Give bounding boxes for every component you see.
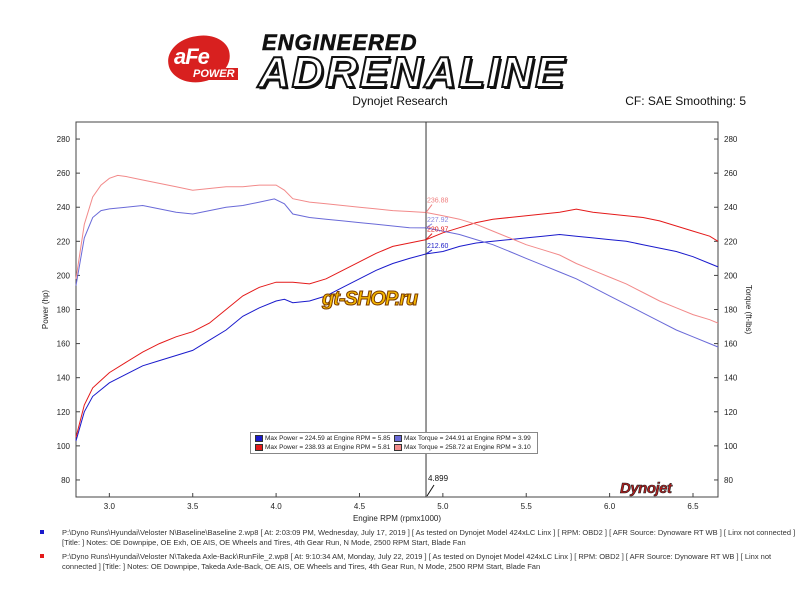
cursor-readout-label: 227.92 <box>427 217 449 224</box>
dynojet-logo: Dynojet <box>620 480 673 498</box>
run-notes: P:\Dyno Runs\Hyundai\Veloster N\Baseline… <box>4 528 796 571</box>
y-tick-label-left: 180 <box>57 306 71 315</box>
x-tick-label: 5.5 <box>521 502 533 511</box>
cursor-readout-arrow <box>425 223 433 229</box>
legend-entry-label: Max Torque = 244.91 at Engine RPM = 3.99 <box>404 435 531 443</box>
cursor-readout-arrow <box>425 204 433 213</box>
x-tick-label: 6.5 <box>687 502 699 511</box>
y-tick-label-right: 200 <box>724 271 738 280</box>
legend-entry-label: Max Torque = 258.72 at Engine RPM = 3.10 <box>404 444 531 452</box>
y-tick-label-left: 120 <box>57 408 71 417</box>
legend-swatch <box>255 435 263 442</box>
y-tick-label-right: 100 <box>724 442 738 451</box>
series-line-1 <box>75 208 719 438</box>
y-tick-label-left: 220 <box>57 237 71 246</box>
x-tick-label: 3.0 <box>104 502 116 511</box>
watermark-logo: gt-SHOP.ru <box>321 288 418 311</box>
y-tick-label-right: 220 <box>724 237 738 246</box>
cursor-pointer-line <box>426 484 435 497</box>
legend-entry-label: Max Power = 224.59 at Engine RPM = 5.85 <box>265 435 391 443</box>
cursor-readout-label: 220.97 <box>427 227 449 234</box>
chart-subtitle: Dynojet Research <box>352 94 448 108</box>
y-tick-label-left: 140 <box>57 374 71 383</box>
x-tick-label: 4.5 <box>354 502 366 511</box>
cursor-readout-arrow <box>425 249 433 255</box>
cursor-readout-label: 212.60 <box>427 243 449 250</box>
dyno-chart: 80 80 100 100 120 120 140 140 160 160 180 180 200 200… <box>41 121 753 523</box>
cursor-readout-label: 236.88 <box>427 198 449 205</box>
afe-power-logo: aFe POWER <box>165 30 258 88</box>
y-axis-label-left: Power (hp) <box>41 290 50 329</box>
brand-title: ADRENALINE <box>257 47 567 98</box>
legend-swatch <box>394 435 402 442</box>
y-tick-label-left: 200 <box>57 271 71 280</box>
y-tick-label-left: 80 <box>61 476 70 485</box>
y-tick-label-right: 180 <box>724 306 738 315</box>
y-tick-label-left: 160 <box>57 340 71 349</box>
run-note-marker <box>40 554 44 558</box>
logo-main-text: aFe <box>174 44 210 69</box>
cursor-readout-arrow <box>425 233 433 241</box>
legend-entry: Max Torque = 244.91 at Engine RPM = 3.99 <box>394 435 531 442</box>
run-note: P:\Dyno Runs\Hyundai\Veloster N\Takeda A… <box>4 552 796 571</box>
y-tick-label-left: 260 <box>57 169 71 178</box>
y-tick-label-left: 100 <box>57 442 71 451</box>
legend-entry: Max Power = 238.93 at Engine RPM = 5.81 <box>255 444 390 451</box>
x-tick-label: 4.0 <box>271 502 283 511</box>
y-tick-label-right: 80 <box>724 476 733 485</box>
y-axis-label-right: Torque (ft-lbs) <box>744 285 753 335</box>
run-note-marker <box>40 530 44 534</box>
legend-swatch <box>255 444 263 451</box>
series-line-0 <box>75 233 719 441</box>
y-tick-label-right: 280 <box>724 135 738 144</box>
logo-sub-text: POWER <box>190 68 238 80</box>
y-tick-label-left: 240 <box>57 203 71 212</box>
y-tick-label-left: 280 <box>57 135 71 144</box>
y-tick-label-right: 160 <box>724 340 738 349</box>
legend-entry-label: Max Power = 238.93 at Engine RPM = 5.81 <box>265 444 391 452</box>
x-axis-label: Engine RPM (rpmx1000) <box>353 514 441 523</box>
run-note-text: P:\Dyno Runs\Hyundai\Veloster N\Takeda A… <box>62 552 772 571</box>
run-note: P:\Dyno Runs\Hyundai\Veloster N\Baseline… <box>4 528 796 547</box>
correction-factor-label: CF: SAE Smoothing: 5 <box>625 94 746 108</box>
y-tick-label-right: 240 <box>724 203 738 212</box>
legend-swatch <box>394 444 402 451</box>
brand-tagline: ENGINEERED <box>262 30 418 56</box>
series-line-2 <box>75 198 719 348</box>
y-tick-label-right: 260 <box>724 169 738 178</box>
cursor-value-label: 4.899 <box>428 474 449 483</box>
x-tick-label: 5.0 <box>437 502 449 511</box>
legend-entry: Max Torque = 258.72 at Engine RPM = 3.10 <box>394 444 531 451</box>
y-tick-label-right: 140 <box>724 374 738 383</box>
x-tick-label: 3.5 <box>187 502 199 511</box>
run-note-text: P:\Dyno Runs\Hyundai\Veloster N\Baseline… <box>62 528 796 547</box>
series-line-3 <box>75 174 719 324</box>
x-tick-label: 6.0 <box>604 502 616 511</box>
legend-entry: Max Power = 224.59 at Engine RPM = 5.85 <box>255 435 390 442</box>
chart-legend: Max Power = 224.59 at Engine RPM = 5.85 … <box>250 432 538 454</box>
y-tick-label-right: 120 <box>724 408 738 417</box>
